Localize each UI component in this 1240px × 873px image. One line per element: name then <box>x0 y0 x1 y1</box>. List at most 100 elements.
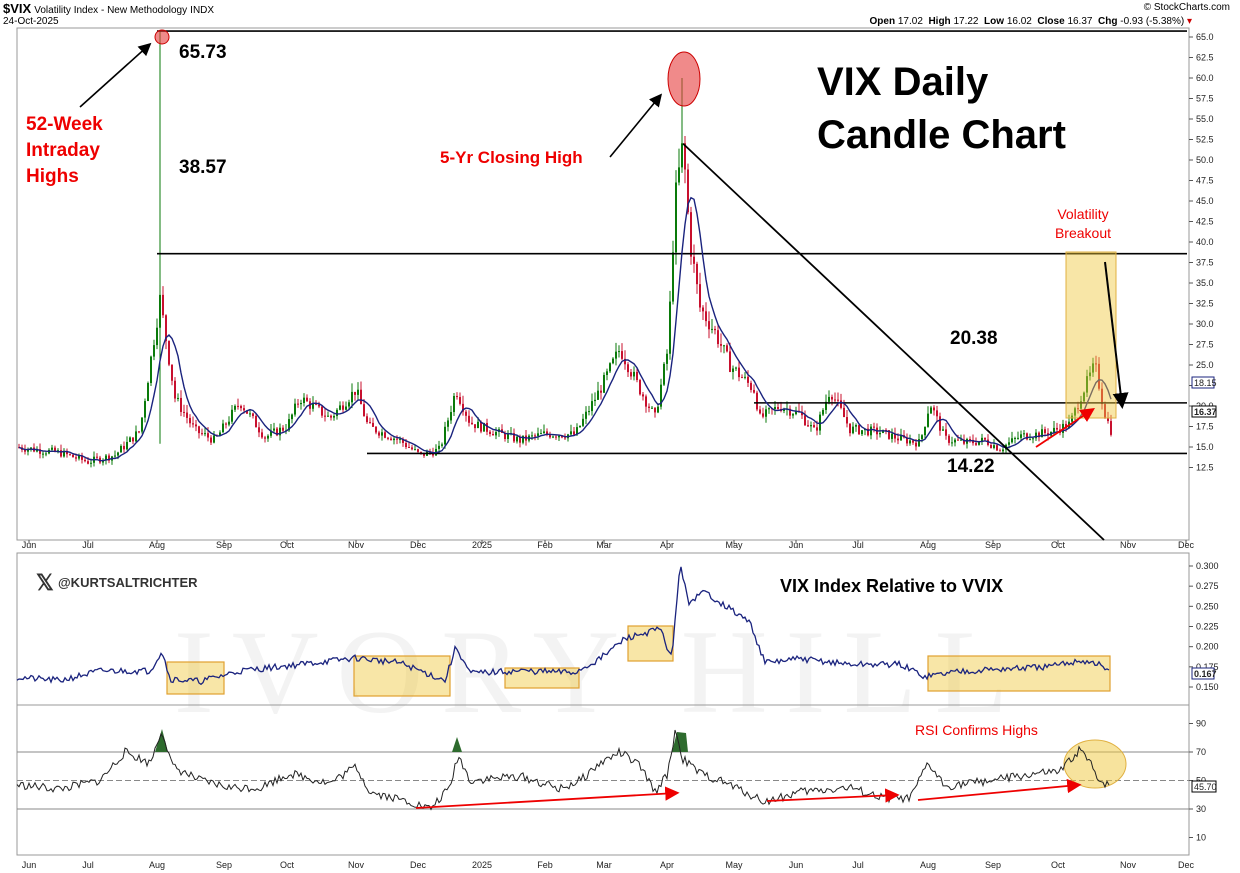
breakout-highlight-box <box>1065 251 1117 419</box>
y-tick-label: 45.0 <box>1196 196 1214 206</box>
breakout-annotation: Volatility <box>1057 206 1108 222</box>
symbol: $VIX <box>3 1 32 16</box>
candle-body <box>360 389 362 405</box>
open-value: 17.02 <box>897 16 923 27</box>
candle-body <box>54 447 56 452</box>
candle-body <box>411 447 413 450</box>
downtrend-line <box>682 142 1105 541</box>
breakdown-arrow <box>1104 261 1129 409</box>
candle-body <box>339 405 341 410</box>
candle-body <box>723 345 725 347</box>
index-name: Volatility Index - New Methodology <box>34 5 188 16</box>
candle-body <box>192 423 194 425</box>
exchange: INDX <box>190 5 215 16</box>
candle-body <box>843 407 845 418</box>
x-tick-label: 2025 <box>472 540 492 550</box>
candle-body <box>243 408 245 411</box>
candle-body <box>618 351 620 353</box>
candle-body <box>204 433 206 435</box>
candle-body <box>834 399 836 401</box>
chart-title-line1: VIX Daily <box>817 60 989 104</box>
x-tick-label: May <box>725 540 743 550</box>
candle-body <box>423 452 425 456</box>
intraday-annotation: 52-Week <box>26 114 103 135</box>
candle-body <box>960 439 962 441</box>
candle-body <box>762 413 764 417</box>
candle-body <box>156 327 158 346</box>
candle-body <box>822 409 824 415</box>
x-tick-label: Sep <box>985 540 1001 550</box>
candle-body <box>1083 392 1085 402</box>
x-tick-label: Aug <box>920 540 936 550</box>
candle-body <box>96 456 98 458</box>
ratio-y-tick-label: 0.200 <box>1196 642 1219 652</box>
closing-high-annotation: 5-Yr Closing High <box>440 148 583 167</box>
candle-body <box>858 425 860 435</box>
candle-body <box>534 435 536 437</box>
candle-body <box>516 436 518 442</box>
y-tick-label: 15.0 <box>1196 442 1214 452</box>
candle-body <box>942 429 944 431</box>
candle-body <box>288 419 290 431</box>
candle-body <box>597 390 599 400</box>
candle-body <box>219 432 221 436</box>
x-tick-label: Oct <box>1051 540 1066 550</box>
rsi-x-tick-label: Oct <box>1051 860 1066 870</box>
candle-body <box>921 435 923 440</box>
candle-body <box>438 445 440 449</box>
candle-body <box>555 436 557 438</box>
dropdown-icon[interactable]: ▾ <box>1186 16 1192 27</box>
candle-body <box>117 452 119 456</box>
candle-body <box>1095 363 1097 365</box>
candle-body <box>804 415 806 426</box>
candle-body <box>264 437 266 439</box>
candle-body <box>609 363 611 372</box>
candle-body <box>954 439 956 443</box>
candle-body <box>1089 372 1091 377</box>
candle-body <box>447 420 449 427</box>
rsi-x-tick-label: Dec <box>410 860 427 870</box>
candle-body <box>1044 429 1046 434</box>
candle-body <box>675 182 677 253</box>
candle-body <box>708 321 710 330</box>
y-tick-label: 62.5 <box>1196 53 1214 63</box>
candle-body <box>405 442 407 448</box>
candle-body <box>495 431 497 436</box>
candle-body <box>1029 439 1031 441</box>
rsi-y-tick-label: 30 <box>1196 804 1206 814</box>
candle-body <box>777 407 779 409</box>
candle-body <box>963 439 965 444</box>
y-tick-label: 32.5 <box>1196 299 1214 309</box>
candle-body <box>369 422 371 424</box>
candle-body <box>915 442 917 447</box>
x-logo-icon: 𝕏 <box>36 570 54 595</box>
candle-body <box>129 437 131 442</box>
candle-body <box>1035 432 1037 439</box>
level-label-65: 65.73 <box>179 42 227 63</box>
candle-body <box>1023 433 1025 435</box>
rsi-last-box <box>1191 780 1217 793</box>
y-tick-label: 12.5 <box>1196 463 1214 473</box>
candle-body <box>24 449 26 452</box>
candle-body <box>648 406 650 408</box>
candle-body <box>507 434 509 440</box>
candle-body <box>849 423 851 434</box>
candle-body <box>135 431 137 442</box>
candle-body <box>90 462 92 464</box>
candle-body <box>726 345 728 352</box>
candle-body <box>1101 388 1103 405</box>
candle-body <box>459 397 461 404</box>
candle-body <box>558 435 560 438</box>
candle-body <box>51 447 53 450</box>
candle-body <box>948 435 950 443</box>
candle-body <box>1014 438 1016 440</box>
candle-body <box>951 442 953 444</box>
candle-body <box>819 414 821 431</box>
candle-body <box>1011 438 1013 443</box>
candle-body <box>84 459 86 462</box>
candle-body <box>678 167 680 183</box>
candle-body <box>783 409 785 411</box>
candle-body <box>591 401 593 412</box>
candle-body <box>450 412 452 421</box>
